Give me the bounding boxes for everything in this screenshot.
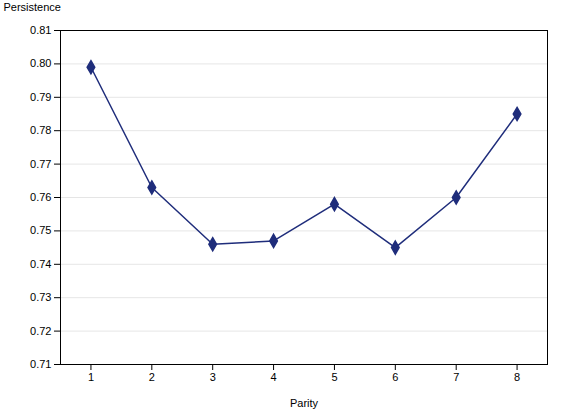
svg-text:0.75: 0.75 (30, 224, 51, 236)
svg-text:2: 2 (149, 371, 155, 383)
svg-text:0.78: 0.78 (30, 124, 51, 136)
svg-text:3: 3 (210, 371, 216, 383)
svg-text:0.81: 0.81 (30, 24, 51, 36)
svg-text:0.72: 0.72 (30, 325, 51, 337)
svg-text:1: 1 (88, 371, 94, 383)
svg-text:8: 8 (514, 371, 520, 383)
svg-text:5: 5 (331, 371, 337, 383)
svg-text:7: 7 (453, 371, 459, 383)
svg-text:0.74: 0.74 (30, 258, 51, 270)
svg-text:0.77: 0.77 (30, 158, 51, 170)
svg-text:Parity: Parity (290, 397, 319, 409)
svg-text:0.76: 0.76 (30, 191, 51, 203)
svg-text:0.80: 0.80 (30, 57, 51, 69)
svg-text:0.71: 0.71 (30, 358, 51, 370)
svg-text:4: 4 (271, 371, 277, 383)
svg-text:0.79: 0.79 (30, 91, 51, 103)
svg-text:6: 6 (392, 371, 398, 383)
svg-text:Persistence: Persistence (4, 1, 61, 13)
svg-text:0.73: 0.73 (30, 291, 51, 303)
